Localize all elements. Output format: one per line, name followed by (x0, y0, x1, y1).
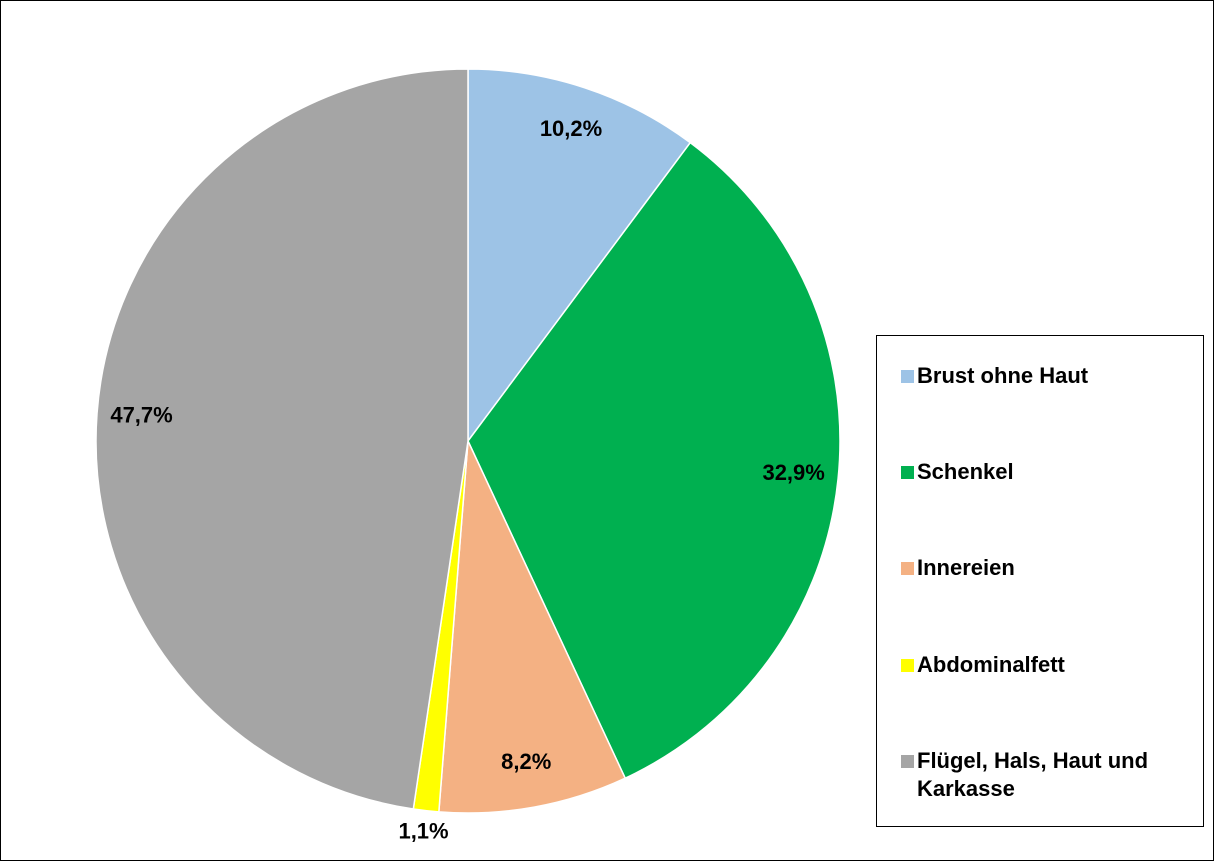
pie-slice (467, 68, 692, 444)
data-label: 47,7% (110, 403, 172, 428)
legend-item: Abdominalfett (901, 651, 1187, 679)
legend: Brust ohne Haut Schenkel Innereien Abdomina… (876, 335, 1204, 827)
legend-label: Abdominalfett (917, 652, 1065, 677)
legend-item: Schenkel (901, 458, 1187, 486)
pie-slice (467, 141, 841, 780)
legend-label: Schenkel (917, 459, 1014, 484)
legend-item: Innereien (901, 554, 1187, 582)
data-label: 8,2% (501, 749, 551, 774)
pie-slice (438, 438, 627, 814)
legend-swatch (901, 466, 914, 479)
legend-label: Innereien (917, 555, 1015, 580)
data-label: 32,9% (762, 460, 824, 485)
legend-swatch (901, 370, 914, 383)
legend-swatch (901, 562, 914, 575)
legend-item: Flügel, Hals, Haut und Karkasse (901, 747, 1187, 803)
legend-swatch (901, 755, 914, 768)
pie-slice (95, 68, 469, 810)
legend-swatch (901, 659, 914, 672)
legend-label: Brust ohne Haut (917, 363, 1089, 388)
legend-label: Flügel, Hals, Haut und Karkasse (917, 748, 1149, 801)
data-label: 10,2% (540, 116, 602, 141)
data-label: 1,1% (398, 819, 448, 844)
legend-item: Brust ohne Haut (901, 362, 1187, 390)
